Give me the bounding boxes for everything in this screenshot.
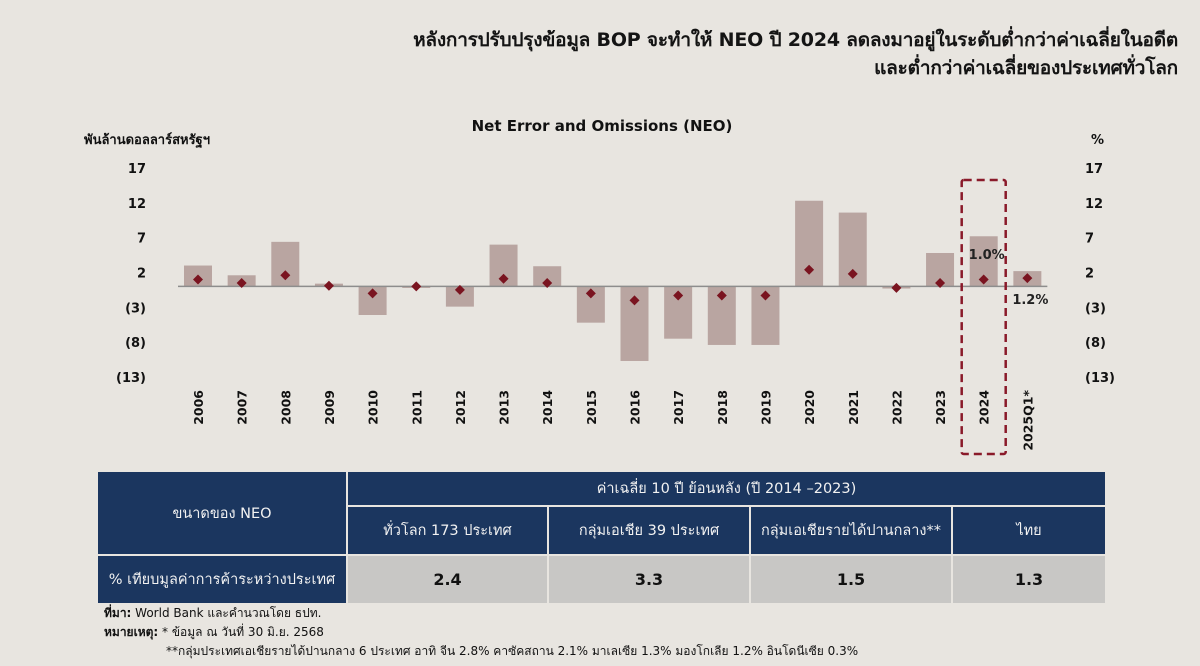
left-y-axis: 17 12 7 2 (3) (8) (13) — [116, 162, 146, 386]
x-tick-label: 2011 — [409, 390, 424, 425]
bar-2012 — [445, 286, 474, 307]
right-tick-label: (8) — [1085, 336, 1106, 351]
diamond-marker-icon — [585, 288, 596, 299]
x-tick-label: 2009 — [322, 390, 337, 425]
highlight-2024-box — [960, 178, 1007, 456]
headline: หลังการปรับปรุงข้อมูล BOP จะทำให้ NEO ปี… — [413, 26, 1178, 82]
right-tick-label: 12 — [1085, 197, 1103, 212]
diamond-marker-icon — [629, 295, 640, 306]
left-tick-label: (8) — [125, 336, 146, 351]
value-thailand: 1.3 — [951, 554, 1107, 605]
x-tick-label: 2023 — [933, 390, 948, 425]
diamond-marker-icon — [542, 277, 553, 288]
diamond-marker-icon — [847, 268, 858, 279]
col-header-thailand: ไทย — [951, 505, 1107, 556]
left-axis-unit: พันล้านดอลลาร์สหรัฐฯ — [84, 133, 211, 148]
x-tick-label: 2014 — [540, 390, 555, 425]
left-tick-label: 2 — [137, 267, 146, 282]
marker-series — [193, 264, 1033, 306]
headline-line-1: หลังการปรับปรุงข้อมูล BOP จะทำให้ NEO ปี… — [413, 29, 1178, 51]
x-tick-label: 2024 — [977, 390, 992, 425]
left-tick-label: 7 — [137, 232, 146, 247]
footnotes: ที่มา: World Bank และคำนวณโดย ธปท. หมายเ… — [104, 604, 858, 661]
x-tick-label: 2025Q1* — [1020, 390, 1035, 451]
diamond-marker-icon — [323, 280, 334, 291]
right-axis-unit: % — [1091, 133, 1105, 148]
metric-label: % เทียบมูลค่าการค้าระหว่างประเทศ — [96, 554, 348, 605]
remark-note: หมายเหตุ: * ข้อมูล ณ วันที่ 30 มิ.ย. 256… — [104, 625, 324, 639]
chart-title: Net Error and Omissions (NEO) — [471, 117, 733, 135]
diamond-marker-icon — [935, 277, 946, 288]
x-tick-label: 2022 — [889, 390, 904, 425]
x-tick-label: 2016 — [628, 390, 643, 425]
right-y-axis: 17 12 7 2 (3) (8) (13) — [1085, 162, 1115, 386]
left-tick-label: 17 — [128, 162, 146, 177]
value-global: 2.4 — [346, 554, 549, 605]
x-tick-label: 2019 — [758, 390, 773, 425]
annotation-2024: 1.0% — [969, 248, 1005, 263]
x-tick-label: 2017 — [671, 390, 686, 425]
annotation-2025q1: 1.2% — [1012, 293, 1048, 308]
x-axis-labels: 2006 2007 2008 2009 2010 2011 2012 2013 2014 2015… — [191, 390, 1035, 451]
x-tick-label: 2021 — [846, 390, 861, 425]
left-tick-label: 12 — [128, 197, 146, 212]
right-tick-label: (13) — [1085, 371, 1115, 386]
x-tick-label: 2008 — [278, 390, 293, 425]
x-tick-label: 2010 — [366, 390, 381, 425]
row-header-neo-size: ขนาดของ NEO — [96, 470, 348, 556]
right-tick-label: 2 — [1085, 267, 1094, 282]
diamond-marker-icon — [454, 284, 465, 295]
remark-note-2: **กลุ่มประเทศเอเชียรายได้ปานกลาง 6 ประเท… — [166, 644, 859, 658]
col-header-asia-middle-income: กลุ่มเอเชียรายได้ปานกลาง** — [749, 505, 953, 556]
diamond-marker-icon — [411, 281, 422, 292]
right-tick-label: 17 — [1085, 162, 1103, 177]
value-asia: 3.3 — [547, 554, 751, 605]
right-tick-label: 7 — [1085, 232, 1094, 247]
group-header-10y-average: ค่าเฉลี่ย 10 ปี ย้อนหลัง (ปี 2014 –2023) — [346, 470, 1107, 507]
diamond-marker-icon — [804, 264, 815, 275]
x-tick-label: 2018 — [715, 390, 730, 425]
diamond-marker-icon — [760, 290, 771, 301]
diamond-marker-icon — [673, 290, 684, 301]
right-tick-label: (3) — [1085, 301, 1106, 316]
x-tick-label: 2020 — [802, 390, 817, 425]
x-tick-label: 2015 — [584, 390, 599, 425]
diamond-marker-icon — [280, 270, 291, 281]
bar-series — [184, 200, 1042, 361]
diamond-marker-icon — [367, 288, 378, 299]
bar-2014 — [533, 266, 562, 287]
x-tick-label: 2007 — [235, 390, 250, 425]
x-tick-label: 2013 — [497, 390, 512, 425]
diamond-marker-icon — [978, 274, 989, 285]
diamond-marker-icon — [193, 274, 203, 285]
diamond-marker-icon — [498, 273, 509, 284]
x-tick-label: 2012 — [453, 390, 468, 425]
x-tick-label: 2006 — [191, 390, 206, 425]
left-tick-label: (13) — [116, 371, 146, 386]
col-header-asia: กลุ่มเอเชีย 39 ประเทศ — [547, 505, 751, 556]
source-note: ที่มา: World Bank และคำนวณโดย ธปท. — [104, 606, 322, 620]
diamond-marker-icon — [891, 282, 902, 293]
headline-line-2: และต่ำกว่าค่าเฉลี่ยของประเทศทั่วโลก — [874, 57, 1178, 79]
annotations: 1.0% 1.2% — [969, 248, 1049, 308]
col-header-global: ทั่วโลก 173 ประเทศ — [346, 505, 549, 556]
left-tick-label: (3) — [125, 301, 146, 316]
diamond-marker-icon — [1022, 273, 1033, 284]
value-asia-middle-income: 1.5 — [749, 554, 953, 605]
neo-comparison-table: ขนาดของ NEO ค่าเฉลี่ย 10 ปี ย้อนหลัง (ปี… — [96, 470, 1107, 605]
diamond-marker-icon — [236, 277, 247, 288]
diamond-marker-icon — [716, 290, 727, 301]
